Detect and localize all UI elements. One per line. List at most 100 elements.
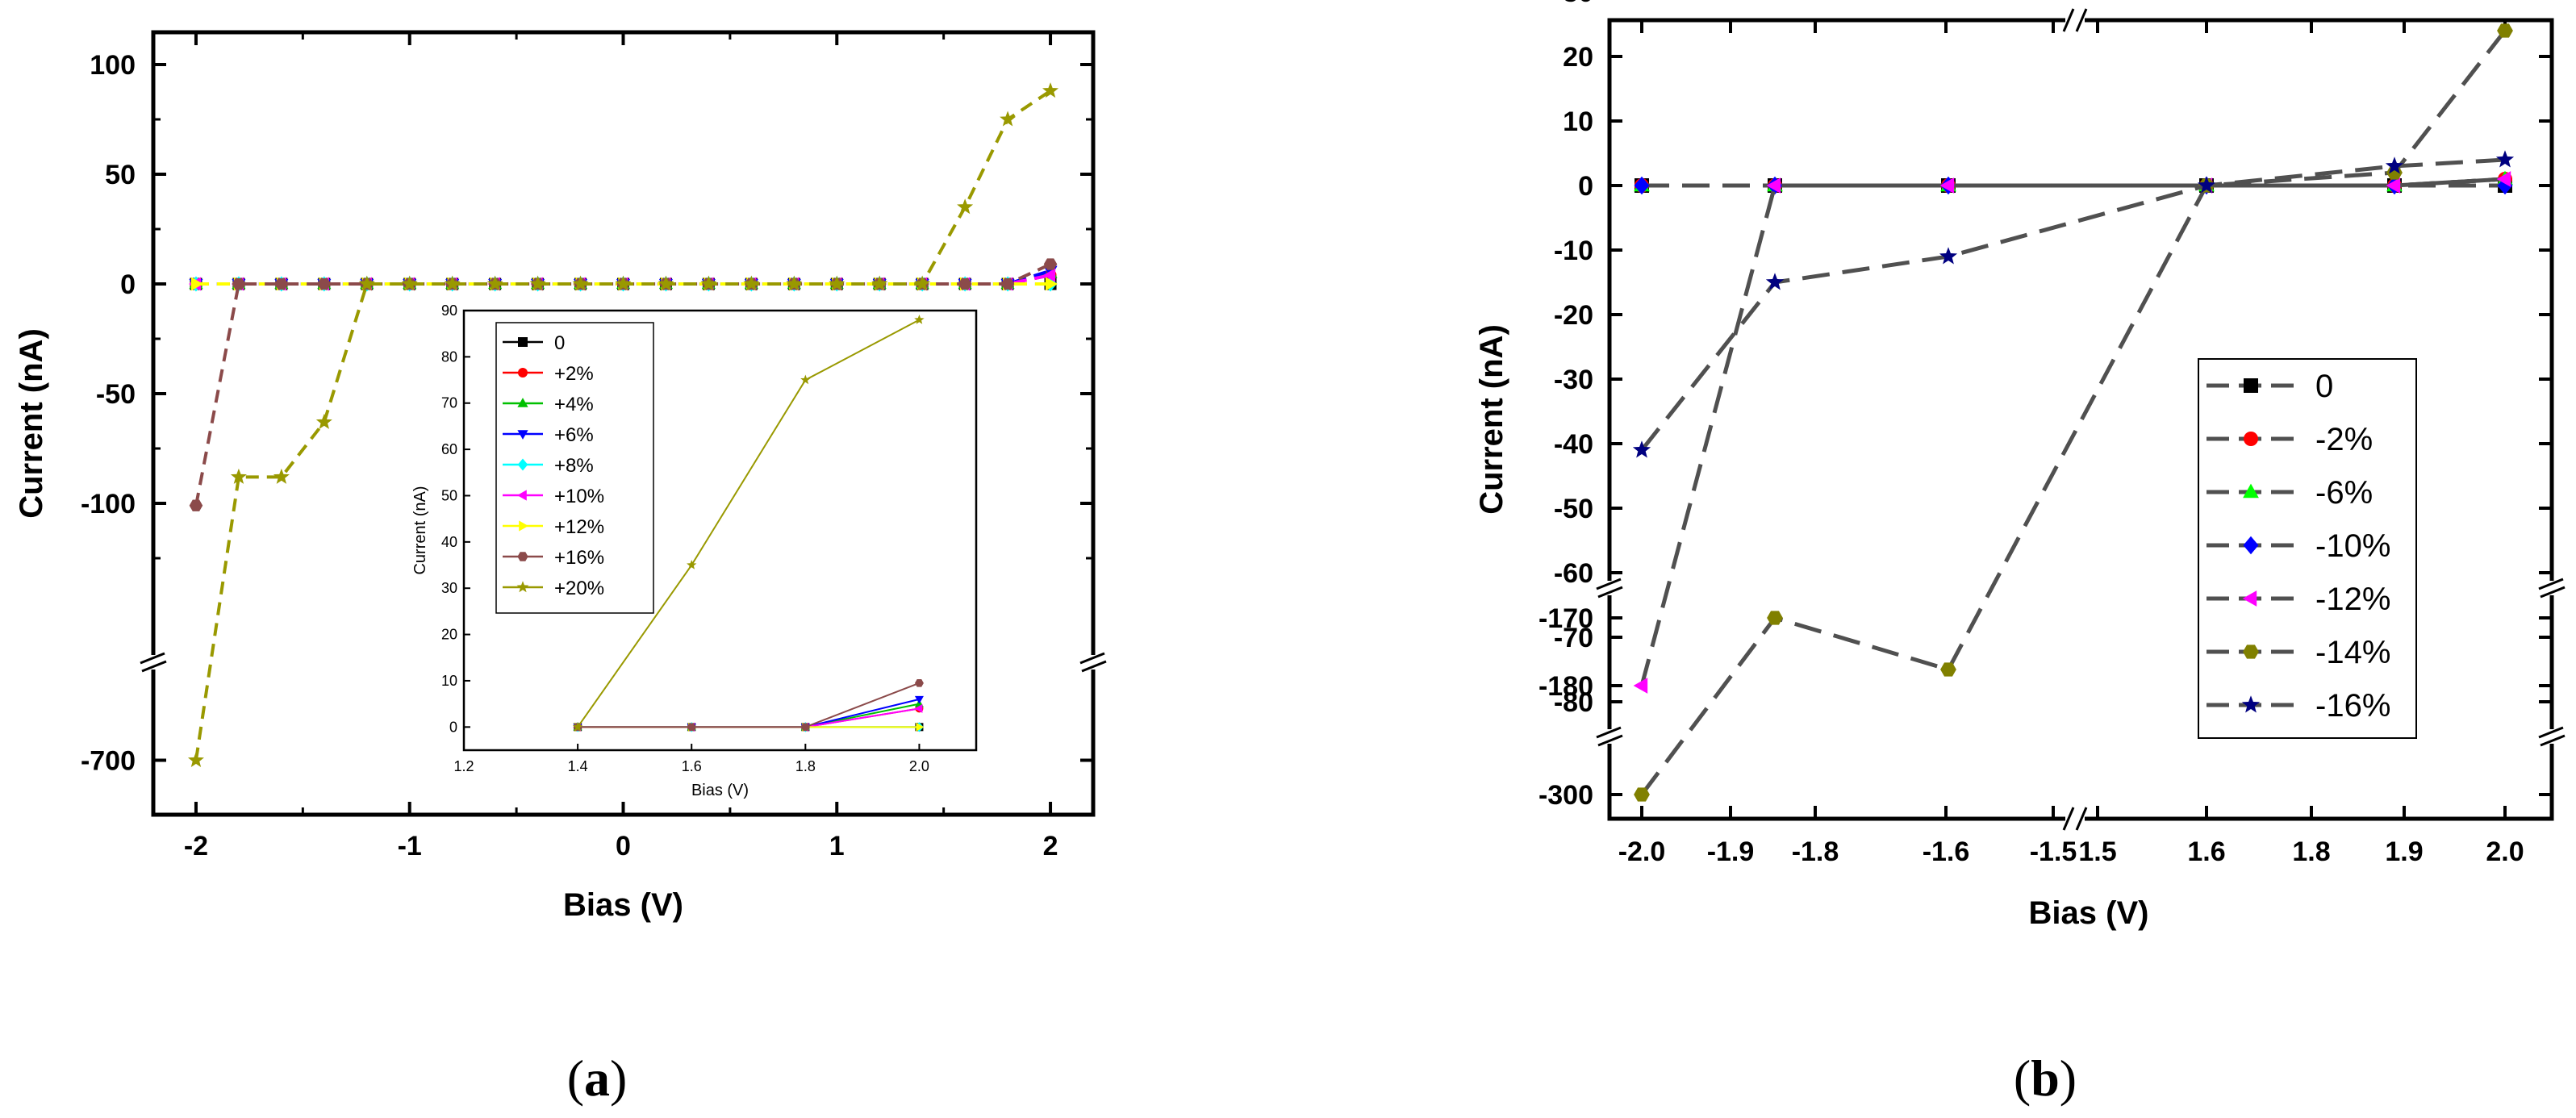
y-tick-label: -30 <box>1554 365 1593 395</box>
legend-marker-0 <box>518 337 528 347</box>
x-tick-label: 2.0 <box>2486 836 2524 867</box>
marker-plus16pct <box>317 277 332 290</box>
x-tick-label: 1.5 <box>2078 836 2116 867</box>
legend-label-minus6pct: -6% <box>2315 475 2373 511</box>
inset-marker-plus10pct <box>914 703 923 713</box>
series-line-minus16pct <box>1640 157 2506 452</box>
marker-plus12pct <box>1045 277 1058 291</box>
marker-minus12pct <box>2386 177 2401 194</box>
y-axis-break-left-stroke <box>1597 734 1623 747</box>
y-tick-label: 20 <box>1563 42 1593 73</box>
marker-plus20pct <box>1000 111 1017 127</box>
marker-minus16pct <box>2495 150 2515 168</box>
axis-break-gap-right <box>1074 655 1113 670</box>
x-break-stroke <box>2062 8 2075 32</box>
inset-y-tick-label: 90 <box>441 302 457 319</box>
legend-marker-minus6pct <box>2243 483 2259 499</box>
inset-y-tick-label: 30 <box>441 580 457 596</box>
inset-marker-plus20pct <box>800 374 811 385</box>
marker-plus20pct <box>957 198 974 215</box>
series-line-minus14pct <box>1640 29 2507 796</box>
y-break-gap-left <box>1590 729 1629 744</box>
marker-minus12pct <box>1939 177 1955 194</box>
caption-paren: ( <box>567 1049 584 1107</box>
x-tick-label: 2 <box>1043 831 1058 861</box>
marker-minus12pct <box>1633 678 1648 694</box>
marker-plus12pct <box>190 277 204 291</box>
marker-plus20pct <box>486 275 503 291</box>
y-axis-label: Current (nA) <box>14 328 49 519</box>
y-tick-label: -70 <box>1554 623 1593 653</box>
y-tick-label: -170 <box>1539 603 1593 634</box>
marker-minus12pct <box>1766 177 1781 194</box>
x-tick-label: -1 <box>398 831 422 861</box>
legend-marker-plus20pct <box>516 581 529 593</box>
legend-label-plus4pct: +4% <box>554 394 594 415</box>
x-tick-label: 1.6 <box>2187 836 2225 867</box>
legend-marker-minus14pct <box>2243 645 2259 659</box>
inset-chart: 0 10 20 30 40 50 60 70 80 90 1.2 1.4 1.6 1.8 2.0 Bias (… <box>411 302 978 799</box>
marker-plus16pct <box>1000 277 1015 290</box>
panel-b: 30 20 10 0 -10 -20 -30 -40 -50 -60 -70 -80 -170 -180 -… <box>1474 0 2571 1107</box>
y-tick-label: 50 <box>105 160 136 190</box>
inset-marker-plus16pct <box>687 723 696 732</box>
caption-a: (a) <box>567 1049 628 1107</box>
y-tick-label: -80 <box>1554 687 1593 718</box>
marker-plus20pct <box>273 468 290 484</box>
y-tick-label: -60 <box>1554 558 1593 589</box>
legend-label-minus12pct: -12% <box>2315 582 2390 617</box>
legend-marker-plus8pct <box>517 458 528 471</box>
axis-break-right-stroke <box>1081 660 1107 673</box>
y-tick-label: -300 <box>1539 780 1593 811</box>
marker-minus16pct <box>1765 273 1785 290</box>
caption-b: (b) <box>2014 1049 2077 1107</box>
legend-marker-plus10pct <box>517 490 527 501</box>
marker-plus20pct <box>700 275 717 291</box>
marker-minus16pct <box>2385 156 2404 174</box>
legend-marker-plus4pct <box>517 398 528 407</box>
legend-marker-minus12pct <box>2242 590 2257 607</box>
legend-marker-plus16pct <box>517 552 528 561</box>
y-axis-break-right-stroke <box>2540 734 2566 747</box>
marker-minus14pct <box>1767 611 1783 625</box>
y-tick-label: -50 <box>96 379 136 410</box>
y-break-gap-right <box>2532 581 2571 595</box>
y-axis-break-right-stroke <box>2538 726 2564 739</box>
inset-marker-plus20pct <box>687 560 697 569</box>
inset-marker-plus6pct <box>914 695 924 704</box>
inset-y-tick-label: 40 <box>441 534 457 550</box>
y-break-gap-right <box>2532 729 2571 744</box>
marker-plus20pct <box>871 275 888 291</box>
legend-marker-plus12pct <box>519 520 528 532</box>
marker-minus16pct <box>1939 247 1958 265</box>
y-axis-break-left-stroke <box>1596 726 1622 739</box>
axis-break-right <box>1079 652 1107 673</box>
marker-plus20pct <box>786 275 803 291</box>
y-axis-break-left <box>1596 578 1623 599</box>
x-axis-label: Bias (V) <box>563 887 683 923</box>
axis-break-left-stroke <box>141 660 167 673</box>
inset-x-tick-label: 1.4 <box>568 758 588 774</box>
axis-break-left <box>140 652 167 673</box>
marker-plus20pct <box>615 275 632 291</box>
axis-break-gap-left <box>134 655 173 670</box>
legend-label-plus10pct: +10% <box>554 486 604 507</box>
caption-paren: ( <box>2014 1049 2031 1107</box>
x-tick-label: -1.5 <box>2030 836 2077 867</box>
inset-marker-plus20pct <box>914 314 925 324</box>
x-tick-label: -1.6 <box>1923 836 1970 867</box>
x-break-stroke <box>2075 807 2088 831</box>
marker-plus20pct <box>315 413 332 429</box>
marker-plus16pct <box>189 499 203 511</box>
inset-marker-plus20pct <box>572 721 583 732</box>
legend-label-0: 0 <box>2315 369 2333 404</box>
legend-label-plus20pct: +20% <box>554 578 604 599</box>
legend-label-plus2pct: +2% <box>554 363 594 385</box>
marker-plus20pct <box>658 275 674 291</box>
legend-label-minus2pct: -2% <box>2315 422 2373 457</box>
inset-y-tick-label: 70 <box>441 395 457 411</box>
y-axis-break-right-stroke <box>2540 586 2566 599</box>
legend-label-minus14pct: -14% <box>2315 635 2390 670</box>
marker-plus20pct <box>230 468 247 484</box>
